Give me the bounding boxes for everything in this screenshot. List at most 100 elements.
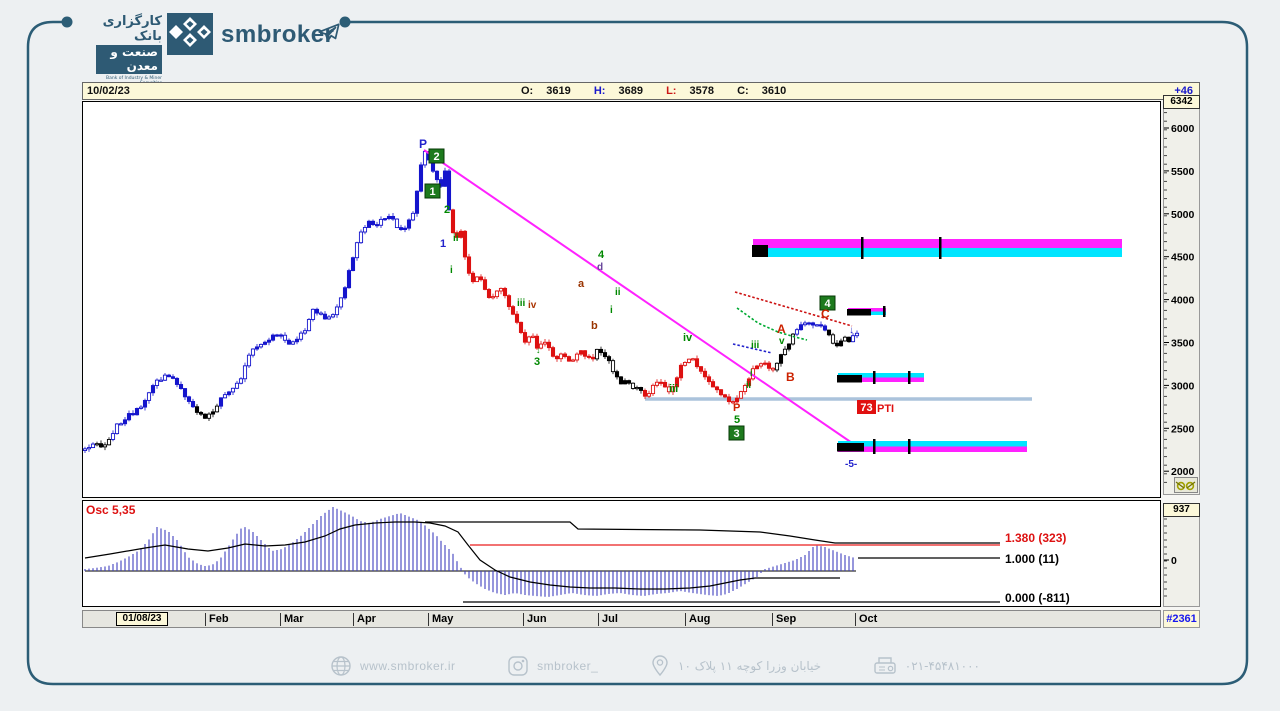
- wave-label: 5: [734, 414, 740, 426]
- footer: www.smbroker.ir smbroker_ خیابان وزرا کو…: [330, 648, 980, 684]
- month-label-feb: Feb: [205, 613, 229, 626]
- oscillator-upper-line: [425, 521, 1000, 544]
- price-change: +46: [1174, 85, 1193, 97]
- wave-label: 3: [534, 356, 540, 368]
- wave-label: i: [610, 305, 613, 316]
- svg-text:4500: 4500: [1171, 252, 1195, 264]
- svg-text:6000: 6000: [1171, 123, 1195, 135]
- svg-text:1.380 (323): 1.380 (323): [1005, 531, 1066, 545]
- footer-address-text: خیابان وزرا کوچه ۱۱ پلاک ۱۰: [678, 659, 822, 673]
- brand-wordmark: smbroker: [221, 21, 335, 48]
- svg-text:5000: 5000: [1171, 209, 1195, 221]
- svg-text:4000: 4000: [1171, 295, 1195, 307]
- bearish-trendline: [423, 149, 856, 446]
- pti-marker: 73 PTI: [857, 400, 894, 415]
- instagram-icon: [508, 656, 528, 676]
- footer-phone-text: ۰۲۱-۴۵۴۸۱۰۰۰: [904, 659, 980, 673]
- month-label-jun: Jun: [523, 613, 547, 626]
- footer-address: خیابان وزرا کوچه ۱۱ پلاک ۱۰: [650, 654, 821, 678]
- svg-text:0: 0: [1171, 555, 1177, 567]
- month-label-mar: Mar: [280, 613, 304, 626]
- target-zone: [847, 306, 886, 317]
- wave-label: d: [597, 262, 603, 273]
- svg-text:0.000 (-811): 0.000 (-811): [1005, 591, 1070, 605]
- red-channel-line: [734, 291, 853, 327]
- wave-label: ii: [615, 287, 621, 298]
- wave-label: iv: [683, 332, 693, 344]
- wave-box-label: 3: [728, 425, 745, 441]
- ohlc-info-bar: 10/02/23 O: 3619 H: 3689 L: 3578 C: 3610…: [82, 82, 1200, 100]
- wave-label: C: [821, 307, 830, 321]
- footer-website-text: www.smbroker.ir: [360, 659, 456, 673]
- wave-label: 1: [440, 238, 446, 250]
- time-axis[interactable]: 01/08/23 Feb Mar Apr May Jun Jul Aug Sep Oct: [82, 610, 1161, 628]
- footer-website[interactable]: www.smbroker.ir: [330, 655, 456, 677]
- oscillator-axis-top-value: 937: [1163, 503, 1200, 517]
- svg-text:3: 3: [733, 428, 739, 440]
- location-pin-icon: [652, 655, 668, 677]
- wave-label: ↓: [849, 325, 854, 336]
- blue-channel-line: [732, 343, 773, 354]
- price-axis[interactable]: 6000 5500 5000 4500 4000 3500 3000 2500 2000: [1163, 95, 1200, 495]
- wave-label: iii: [669, 383, 678, 395]
- wave-label: iv: [528, 300, 537, 311]
- wave-label: iii: [517, 298, 526, 309]
- chart-window: 10/02/23 O: 3619 H: 3689 L: 3578 C: 3610…: [82, 82, 1200, 628]
- month-label-sep: Sep: [772, 613, 796, 626]
- wave-label: P: [733, 402, 740, 414]
- svg-text:5500: 5500: [1171, 166, 1195, 178]
- svg-text:3000: 3000: [1171, 380, 1195, 392]
- ohlc-values: O: 3619 H: 3689 L: 3578 C: 3610: [521, 85, 787, 97]
- candles: [83, 148, 860, 454]
- svg-text:1: 1: [429, 186, 435, 198]
- telegram-plane-icon: [318, 23, 340, 42]
- wave-label: i: [450, 265, 453, 276]
- wave-box-label: 4: [819, 295, 836, 311]
- svg-text:PTI: PTI: [877, 403, 894, 415]
- wave-label: v: [779, 336, 785, 347]
- month-label-aug: Aug: [685, 613, 710, 626]
- wave-label: i: [750, 368, 753, 378]
- wave-label: B: [786, 370, 795, 384]
- svg-text:4: 4: [824, 298, 831, 310]
- svg-text:2000: 2000: [1171, 466, 1195, 478]
- svg-text:1.000 (11): 1.000 (11): [1005, 552, 1059, 566]
- wave-label: ii: [453, 233, 459, 244]
- frame-dot-left: [61, 16, 73, 28]
- oscillator-title: Osc 5,35: [86, 503, 136, 517]
- oscillator-chart: Osc 5,35 1.380 (323) 1.000 (11) 0.000 (-811…: [84, 503, 1070, 605]
- wave-box-label: 2: [428, 148, 445, 164]
- globe-icon: [331, 656, 351, 676]
- footer-phone: ۰۲۱-۴۵۴۸۱۰۰۰: [873, 655, 980, 677]
- logo-fa-line2: صنعت و معدن: [96, 45, 162, 74]
- oscillator-histogram: [84, 507, 854, 597]
- info-date: 10/02/23: [87, 85, 130, 97]
- wave-label: P: [419, 137, 427, 151]
- wave-label: ↓: [536, 345, 541, 355]
- month-label-jul: Jul: [598, 613, 618, 626]
- month-label-may: May: [428, 613, 453, 626]
- wave-label: 4: [598, 249, 605, 261]
- month-label-oct: Oct: [855, 613, 877, 626]
- oscillator-axis[interactable]: 0: [1163, 503, 1200, 607]
- wave-box-label: 1: [424, 183, 441, 199]
- wave-label: b: [591, 320, 598, 332]
- wave-label: -5-: [845, 459, 857, 470]
- fax-phone-icon: [874, 657, 896, 674]
- bank-logo-text: کارگزاری بانک صنعت و معدن Bank of Indust…: [96, 14, 162, 86]
- target-zone: [837, 439, 1027, 454]
- wave-label: ii: [746, 380, 751, 390]
- svg-text:2: 2: [433, 151, 439, 163]
- axis-tool-button[interactable]: [1174, 477, 1198, 493]
- svg-text:73: 73: [860, 402, 872, 414]
- svg-text:2500: 2500: [1171, 423, 1195, 435]
- oscillator-panel[interactable]: Osc 5,35 1.380 (323) 1.000 (11) 0.000 (-811…: [82, 500, 1161, 607]
- price-axis-top-value: 6342: [1163, 95, 1200, 109]
- target-zone: [752, 237, 1122, 259]
- wave-label: a: [578, 278, 585, 290]
- footer-instagram-text: smbroker_: [537, 659, 599, 673]
- oscillator-signal-line: [84, 521, 840, 590]
- footer-instagram[interactable]: smbroker_: [507, 655, 598, 677]
